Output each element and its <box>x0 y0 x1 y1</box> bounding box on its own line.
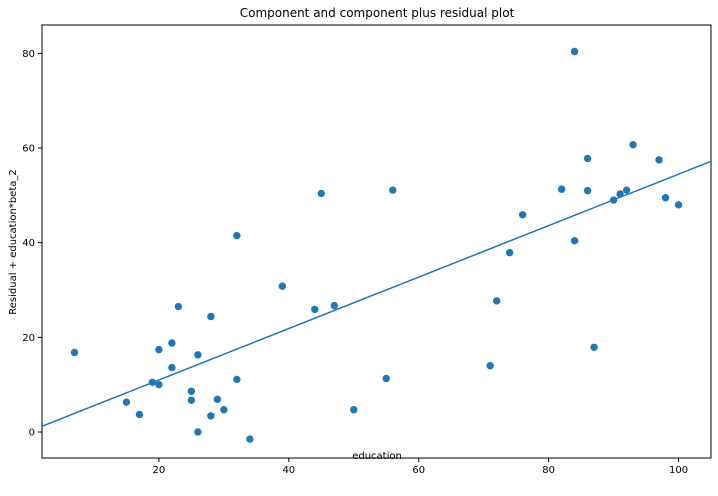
y-tick-label: 60 <box>22 144 35 155</box>
points-layer <box>70 47 683 443</box>
data-point <box>661 194 670 202</box>
data-point <box>609 196 618 204</box>
data-point <box>570 47 579 56</box>
data-point <box>194 428 202 436</box>
data-point <box>194 351 202 359</box>
data-point <box>583 154 592 163</box>
data-point <box>674 201 683 209</box>
data-point <box>233 231 241 240</box>
data-point <box>207 412 215 420</box>
x-tick-label: 40 <box>282 465 295 476</box>
data-point <box>70 348 79 357</box>
y-tick-label: 40 <box>22 238 35 249</box>
data-point <box>486 362 494 370</box>
data-point <box>518 211 527 219</box>
plot-frame <box>41 24 712 459</box>
x-axis-label: education <box>352 451 402 462</box>
x-tick-label: 20 <box>153 465 166 476</box>
data-point <box>220 406 228 414</box>
data-point <box>207 312 215 321</box>
x-tick-label: 80 <box>542 465 555 476</box>
data-point <box>155 380 163 389</box>
data-point <box>492 297 501 305</box>
data-point <box>246 435 254 443</box>
data-point <box>278 282 287 290</box>
data-point <box>135 410 144 419</box>
x-tick-label: 60 <box>412 465 425 476</box>
data-point <box>505 248 514 257</box>
data-point <box>213 395 222 404</box>
data-point <box>570 237 579 245</box>
data-point <box>187 387 196 395</box>
data-point <box>148 378 157 386</box>
data-point <box>590 343 598 351</box>
data-point <box>187 396 196 404</box>
data-point <box>616 190 624 198</box>
data-point <box>233 375 241 384</box>
y-axis: 0 20 40 60 80 <box>22 49 42 438</box>
data-point <box>389 186 397 194</box>
data-point <box>622 186 631 194</box>
data-point <box>155 345 163 354</box>
y-axis-label: Residual + education*beta_2 <box>8 169 19 315</box>
data-point <box>122 398 131 406</box>
x-tick-label: 100 <box>669 465 688 476</box>
y-tick-label: 20 <box>22 333 35 344</box>
data-point <box>174 302 183 311</box>
data-point <box>382 374 390 383</box>
data-point <box>655 156 663 164</box>
data-point <box>583 186 592 195</box>
y-tick-label: 0 <box>29 427 35 438</box>
data-point <box>311 305 319 314</box>
data-point <box>330 301 338 310</box>
x-axis: 20 40 60 80 100 <box>153 458 688 476</box>
data-point <box>168 339 176 347</box>
data-point <box>557 185 566 193</box>
data-point <box>168 363 176 372</box>
chart-title: Component and component plus residual pl… <box>240 6 515 20</box>
data-point <box>317 189 325 198</box>
y-tick-label: 80 <box>22 49 35 60</box>
data-point <box>350 406 358 414</box>
plot-area <box>41 24 712 459</box>
data-point <box>629 141 637 149</box>
